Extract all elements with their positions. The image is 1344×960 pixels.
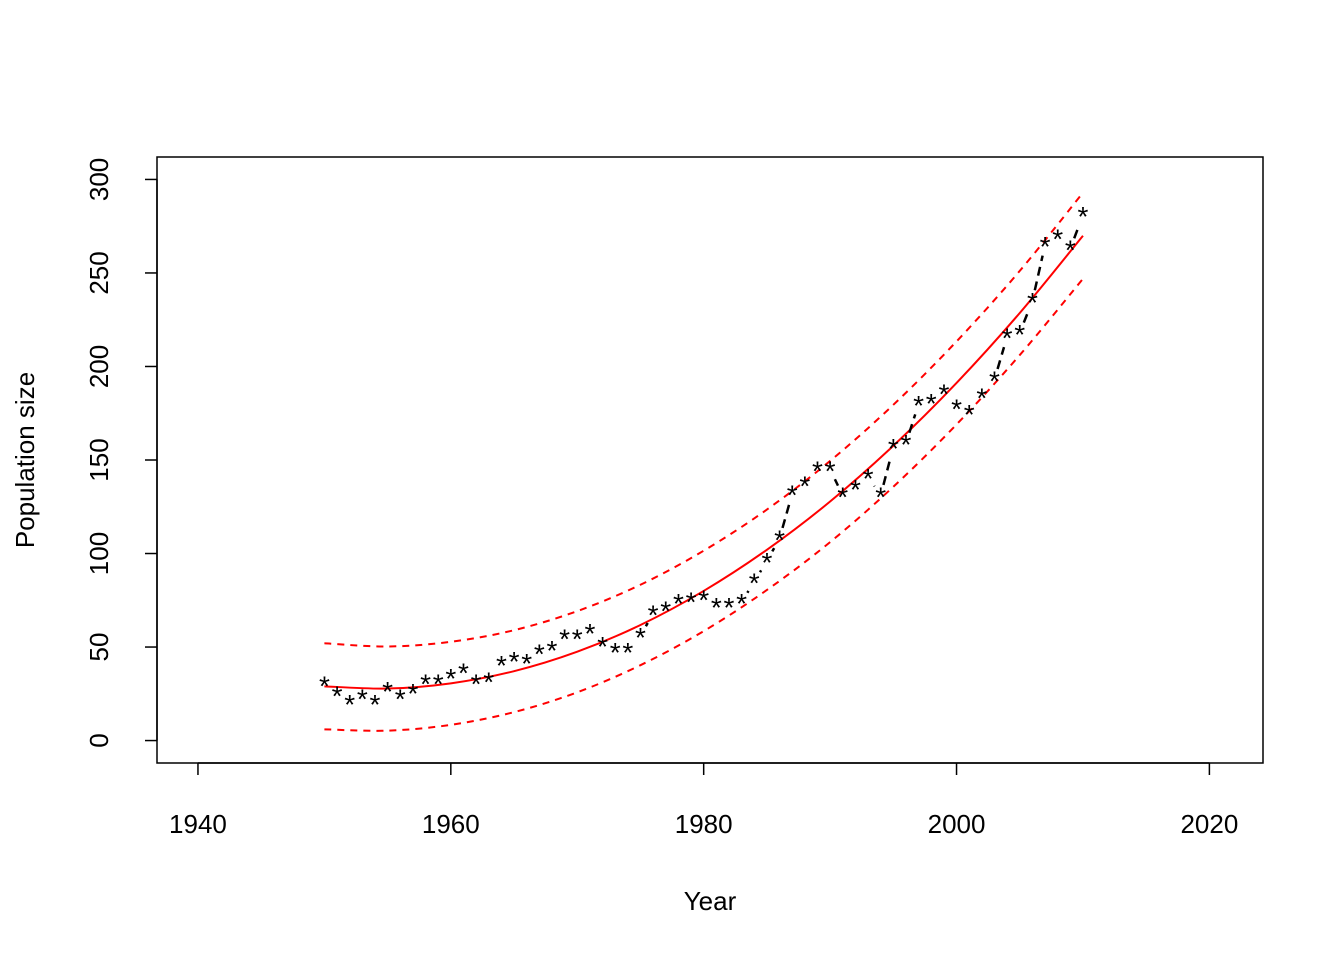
- data-point: *: [458, 657, 469, 688]
- data-point: *: [926, 388, 937, 419]
- data-point: *: [344, 689, 355, 720]
- data-point: *: [863, 463, 874, 494]
- data-point: *: [875, 482, 886, 513]
- data-point: *: [433, 669, 444, 700]
- x-axis-label: Year: [684, 886, 737, 916]
- data-point: *: [774, 525, 785, 556]
- data-point: *: [496, 650, 507, 681]
- data-point: *: [547, 635, 558, 666]
- data-point: *: [660, 596, 671, 627]
- x-tick-label: 1940: [169, 809, 227, 839]
- data-point: *: [825, 455, 836, 486]
- y-tick-label: 50: [84, 633, 114, 662]
- data-point: *: [1065, 235, 1076, 266]
- y-tick-label: 100: [84, 532, 114, 575]
- data-point: *: [1014, 319, 1025, 350]
- y-axis-label: Population size: [10, 372, 40, 548]
- connector: [882, 457, 892, 486]
- data-point: *: [597, 631, 608, 662]
- data-point: *: [698, 584, 709, 615]
- connector: [781, 503, 791, 529]
- data-point: *: [812, 455, 823, 486]
- connector: [908, 413, 917, 434]
- connector: [1033, 255, 1044, 291]
- data-point: *: [357, 684, 368, 715]
- connector: [996, 346, 1006, 370]
- x-tick-label: 2020: [1180, 809, 1238, 839]
- data-point: *: [951, 394, 962, 425]
- data-point: *: [559, 624, 570, 655]
- data-point: *: [407, 678, 418, 709]
- data-point: *: [724, 592, 735, 623]
- connector: [644, 622, 649, 627]
- data-point: *: [382, 676, 393, 707]
- data-point: *: [648, 599, 659, 630]
- data-point: *: [521, 648, 532, 679]
- data-point: *: [332, 681, 343, 712]
- x-tick-label: 1960: [422, 809, 480, 839]
- data-point: *: [989, 366, 1000, 397]
- connector: [746, 590, 750, 594]
- data-point: *: [1040, 231, 1051, 262]
- data-point: *: [837, 482, 848, 513]
- data-point: *: [1002, 323, 1013, 354]
- y-tick-label: 0: [84, 733, 114, 747]
- data-point: *: [584, 618, 595, 649]
- data-point: *: [964, 399, 975, 430]
- connector: [1022, 310, 1030, 324]
- connector: [833, 478, 840, 487]
- data-point: *: [1027, 287, 1038, 318]
- data-point: *: [938, 379, 949, 410]
- data-point: *: [686, 586, 697, 617]
- upper-bound-line: [324, 192, 1084, 648]
- fit-line: [324, 235, 1084, 690]
- data-point: *: [888, 433, 899, 464]
- x-tick-label: 2000: [928, 809, 986, 839]
- data-point: *: [913, 390, 924, 421]
- connector: [758, 569, 763, 573]
- data-point: *: [610, 637, 621, 668]
- y-tick-label: 250: [84, 251, 114, 294]
- data-point: *: [850, 474, 861, 505]
- data-point: *: [471, 669, 482, 700]
- data-point: *: [622, 637, 633, 668]
- x-tick-label: 1980: [675, 809, 733, 839]
- data-point: *: [673, 588, 684, 619]
- data-point: *: [509, 646, 520, 677]
- data-point: *: [711, 592, 722, 623]
- data-point: *: [635, 622, 646, 653]
- data-point: *: [370, 689, 381, 720]
- y-tick-label: 200: [84, 345, 114, 388]
- connector: [771, 547, 776, 553]
- data-point: *: [572, 624, 583, 655]
- data-point: *: [761, 547, 772, 578]
- data-point: *: [749, 568, 760, 599]
- data-point: *: [736, 588, 747, 619]
- lower-bound-line: [324, 278, 1084, 732]
- data-point: *: [483, 667, 494, 698]
- data-point: *: [395, 684, 406, 715]
- data-point: *: [901, 429, 912, 460]
- data-point: *: [319, 670, 330, 701]
- data-point: *: [1052, 223, 1063, 254]
- data-point: *: [799, 470, 810, 501]
- data-point: *: [420, 669, 431, 700]
- data-point: *: [445, 663, 456, 694]
- data-point: *: [787, 480, 798, 511]
- y-tick-label: 150: [84, 438, 114, 481]
- data-point: *: [1078, 201, 1089, 232]
- data-point: *: [976, 382, 987, 413]
- y-tick-label: 300: [84, 158, 114, 201]
- connector: [1073, 224, 1081, 239]
- data-point: *: [534, 639, 545, 670]
